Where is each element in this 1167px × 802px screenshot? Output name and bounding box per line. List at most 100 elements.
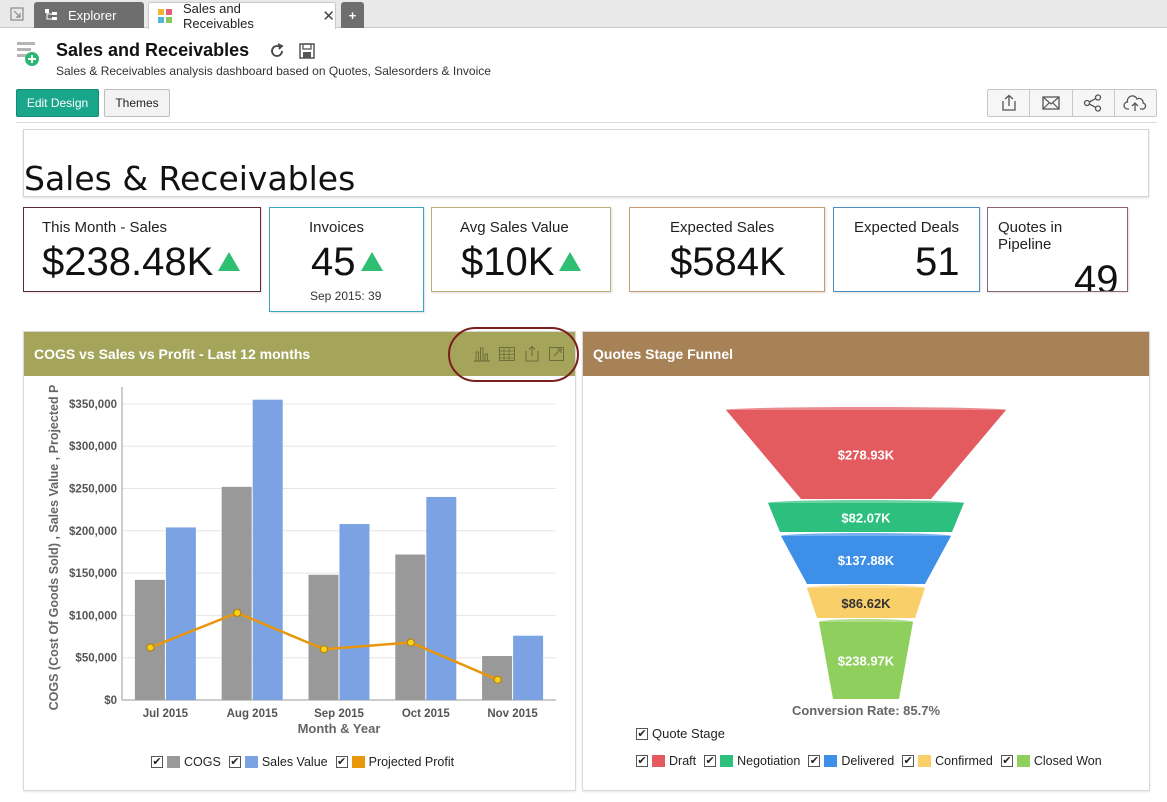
kpi-value: $238.48K	[42, 240, 241, 285]
page-subtitle: Sales & Receivables analysis dashboard b…	[56, 64, 491, 78]
kpi-label: This Month - Sales	[42, 219, 168, 236]
explorer-icon	[44, 8, 58, 22]
edit-design-button[interactable]: Edit Design	[16, 89, 99, 117]
tab-explorer[interactable]: Explorer	[34, 2, 144, 28]
save-icon[interactable]	[298, 42, 316, 65]
checkbox-checked-icon[interactable]: ✔	[1000, 755, 1013, 767]
legend-label: COGS	[184, 755, 221, 769]
funnel-data-label: $137.88K	[838, 553, 895, 568]
window-resize-icon[interactable]	[10, 7, 24, 26]
legend-swatch	[918, 755, 932, 767]
legend-item-delivered[interactable]: ✔ Delivered	[808, 754, 894, 768]
legend-swatch	[167, 756, 180, 768]
share-icon[interactable]	[1073, 90, 1115, 116]
x-tick-label: Oct 2015	[402, 708, 451, 720]
kpi-label: Invoices	[309, 219, 365, 236]
highlight-annotation	[448, 327, 579, 382]
kpi-value: $584K	[670, 240, 786, 284]
new-tab-button[interactable]: +	[341, 2, 364, 28]
x-tick-label: Sep 2015	[314, 708, 364, 720]
kpi-value: 49	[1074, 258, 1119, 292]
trend-up-icon	[218, 252, 241, 271]
funnel-segment-rim	[768, 500, 964, 506]
funnel-data-label: $86.62K	[841, 596, 891, 611]
quotes-funnel-panel: Quotes Stage Funnel $278.93K $82.07K $137.…	[582, 331, 1150, 791]
checkbox-checked-icon[interactable]: ✔	[808, 755, 821, 767]
tab-sales-label: Sales and Receivables	[183, 1, 254, 31]
y-tick-label: $0	[104, 695, 117, 707]
trend-up-icon	[360, 252, 383, 271]
legend-item-closed-won[interactable]: ✔ Closed Won	[1000, 754, 1102, 768]
kpi-card-avg-sales-value[interactable]: Avg Sales Value $10K	[431, 207, 611, 292]
funnel-data-label: $82.07K	[841, 511, 891, 526]
bar-cogs	[221, 486, 252, 700]
legend-swatch	[720, 755, 734, 767]
legend-swatch	[244, 756, 258, 768]
point-projected-profit	[320, 645, 328, 654]
bar-chart-icon[interactable]	[473, 346, 491, 367]
legend-label: Sales Value	[261, 755, 328, 769]
bar-sales-value	[426, 496, 457, 700]
kpi-value: 51	[915, 240, 960, 284]
legend-swatch	[824, 755, 838, 767]
kpi-comparison: Sep 2015: 39	[310, 289, 382, 303]
legend-item-confirmed[interactable]: ✔ Confirmed	[902, 754, 993, 768]
bar-sales-value	[252, 399, 283, 700]
legend-label: Draft	[669, 754, 697, 768]
funnel-segment-rim	[819, 619, 913, 625]
y-tick-label: $50,000	[75, 653, 117, 665]
kpi-card-quotes-in-pipeline[interactable]: Quotes in Pipeline 49	[987, 207, 1128, 292]
header-divider	[16, 122, 1157, 123]
legend-title-label: Quote Stage	[652, 726, 725, 741]
themes-button[interactable]: Themes	[104, 89, 170, 117]
checkbox-checked-icon[interactable]: ✔	[902, 755, 915, 767]
x-tick-label: Aug 2015	[227, 708, 279, 720]
funnel-legend-title[interactable]: ✔ Quote Stage	[636, 726, 725, 741]
table-view-icon[interactable]	[498, 346, 516, 367]
cogs-chart-panel: COGS vs Sales vs Profit - Last 12 months…	[23, 331, 576, 791]
bar-sales-value	[513, 635, 544, 700]
funnel-segment-delivered	[781, 536, 951, 584]
kpi-value: 45	[311, 240, 383, 285]
kpi-card-expected-deals[interactable]: Expected Deals 51	[833, 207, 980, 292]
checkbox-checked-icon[interactable]: ✔	[151, 756, 163, 768]
funnel-segment-confirmed	[807, 588, 925, 618]
cogs-chart: $0 $50,000 $100,000 $150,000 $200,000 $250,00…	[47, 385, 556, 736]
checkbox-checked-icon[interactable]: ✔	[335, 756, 348, 768]
legend-item-draft[interactable]: ✔ Draft	[636, 754, 696, 768]
checkbox-checked-icon[interactable]: ✔	[228, 756, 241, 768]
checkbox-checked-icon[interactable]: ✔	[636, 755, 648, 767]
dashboard-menu-icon[interactable]	[16, 40, 42, 73]
cogs-legend: ✔ COGS ✔ Sales Value ✔ Projected Profit	[151, 755, 462, 769]
funnel-segment-negotiation	[768, 503, 964, 532]
kpi-card-invoices[interactable]: Invoices 45 Sep 2015: 39	[269, 207, 424, 312]
bar-cogs	[395, 554, 426, 700]
legend-item-sales-value[interactable]: ✔ Sales Value	[228, 755, 328, 769]
export-icon[interactable]	[523, 345, 541, 367]
cloud-upload-icon[interactable]	[1115, 90, 1156, 116]
tab-bar: Explorer Sales and Receivables ✕ +	[0, 0, 1167, 31]
funnel-panel-title: Quotes Stage Funnel	[593, 346, 734, 362]
checkbox-checked-icon[interactable]: ✔	[704, 755, 717, 767]
tab-explorer-label: Explorer	[68, 7, 117, 23]
tab-sales-and-receivables[interactable]: Sales and Receivables ✕	[148, 1, 336, 31]
mail-icon[interactable]	[1030, 90, 1073, 116]
kpi-label: Quotes in Pipeline	[998, 219, 1063, 253]
legend-item-negotiation[interactable]: ✔ Negotiation	[704, 754, 800, 768]
trend-up-icon	[559, 252, 582, 271]
export-icon[interactable]	[988, 90, 1031, 116]
legend-item-projected-profit[interactable]: ✔ Projected Profit	[335, 755, 454, 769]
legend-item-cogs[interactable]: ✔ COGS	[151, 755, 221, 769]
checkbox-checked-icon[interactable]: ✔	[636, 727, 648, 740]
kpi-value: $10K	[461, 240, 582, 285]
funnel-segment-rim	[726, 407, 1006, 413]
legend-label: Negotiation	[737, 754, 801, 768]
y-tick-label: $350,000	[69, 399, 117, 411]
kpi-value-text: 45	[311, 240, 356, 284]
kpi-card-this-month-sales[interactable]: This Month - Sales $238.48K	[23, 207, 261, 292]
refresh-icon[interactable]	[268, 42, 286, 65]
kpi-card-expected-sales[interactable]: Expected Sales $584K	[629, 207, 825, 292]
point-projected-profit	[493, 675, 502, 684]
close-icon[interactable]: ✕	[322, 8, 335, 25]
point-projected-profit	[146, 643, 155, 652]
